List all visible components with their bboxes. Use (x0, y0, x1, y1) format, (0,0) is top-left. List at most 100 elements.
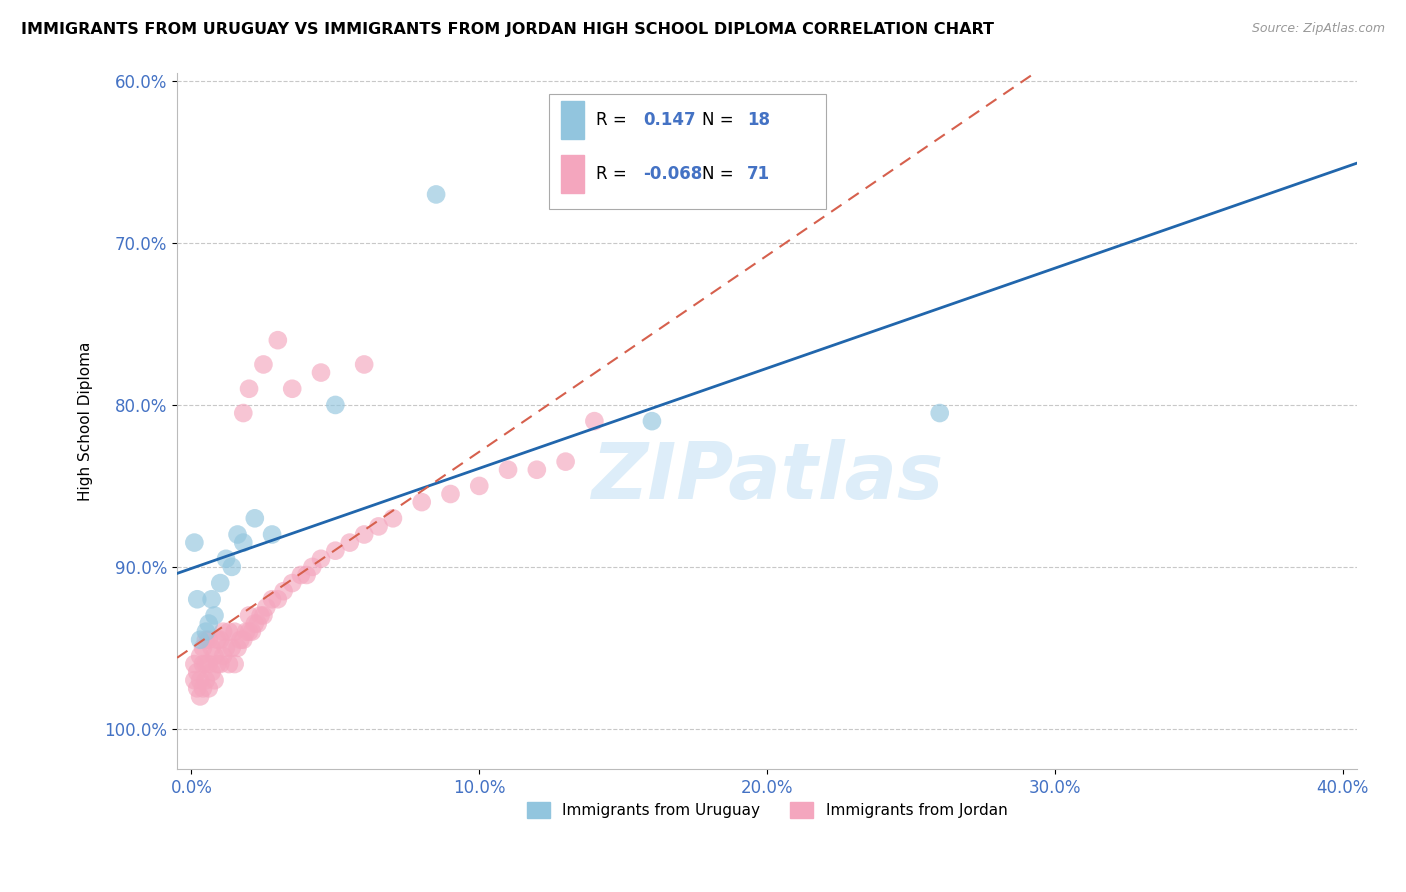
Point (183, 535, 205, 549)
Point (641, 414, 664, 428)
Text: ZIPatlas: ZIPatlas (591, 439, 943, 515)
Text: 71: 71 (747, 165, 770, 183)
Point (191, 657, 214, 671)
Point (281, 382, 304, 396)
Point (425, 187, 447, 202)
Point (226, 527, 249, 541)
Text: 0.147: 0.147 (643, 112, 696, 129)
Point (201, 640, 224, 655)
Bar (561, 101, 583, 139)
Point (204, 648, 226, 663)
Point (243, 511, 266, 525)
Text: 18: 18 (747, 112, 770, 129)
Point (301, 560, 323, 574)
Text: R =: R = (596, 165, 631, 183)
Point (207, 657, 229, 671)
Point (209, 632, 232, 647)
Point (325, 398, 347, 412)
FancyBboxPatch shape (548, 94, 827, 209)
Point (204, 608, 226, 623)
Y-axis label: High School Diploma: High School Diploma (79, 342, 93, 500)
Point (281, 576, 304, 591)
Point (204, 673, 226, 688)
Point (295, 568, 318, 582)
Point (243, 616, 266, 631)
Point (218, 657, 240, 671)
Point (186, 665, 208, 680)
Point (583, 414, 606, 428)
Point (235, 624, 257, 639)
Point (224, 657, 246, 671)
Point (238, 608, 260, 623)
Point (188, 690, 211, 704)
Point (212, 648, 235, 663)
Point (240, 624, 263, 639)
Point (339, 535, 361, 549)
Point (554, 455, 576, 469)
Point (238, 382, 260, 396)
Point (197, 681, 219, 696)
Point (221, 640, 243, 655)
Point (209, 657, 232, 671)
Point (252, 608, 274, 623)
Point (232, 535, 254, 549)
Point (496, 463, 519, 477)
Point (209, 576, 232, 591)
Point (183, 657, 205, 671)
Point (353, 527, 375, 541)
Text: N =: N = (702, 165, 740, 183)
Point (186, 592, 208, 607)
Point (226, 640, 249, 655)
Point (246, 616, 269, 631)
Point (238, 624, 260, 639)
Point (224, 624, 246, 639)
Point (212, 624, 235, 639)
Text: R =: R = (596, 112, 631, 129)
Point (197, 616, 219, 631)
Point (439, 487, 461, 501)
Point (218, 624, 240, 639)
Point (197, 632, 219, 647)
Point (201, 665, 224, 680)
Point (194, 624, 217, 639)
Text: N =: N = (702, 112, 740, 129)
Point (215, 551, 238, 566)
Point (262, 592, 284, 607)
Point (194, 632, 217, 647)
Point (262, 527, 284, 541)
Point (232, 632, 254, 647)
Point (325, 543, 347, 558)
Point (367, 519, 389, 533)
Point (249, 608, 271, 623)
Legend: Immigrants from Uruguay, Immigrants from Jordan: Immigrants from Uruguay, Immigrants from… (520, 797, 1014, 824)
Point (309, 551, 332, 566)
Point (267, 592, 290, 607)
Bar (561, 155, 583, 193)
Point (290, 568, 312, 582)
Point (186, 681, 208, 696)
Point (201, 592, 224, 607)
Point (526, 463, 548, 477)
Point (254, 600, 277, 615)
Point (267, 333, 290, 347)
Point (188, 673, 211, 688)
Point (188, 648, 211, 663)
Point (194, 673, 217, 688)
Point (191, 640, 214, 655)
Point (353, 358, 375, 372)
Point (194, 657, 217, 671)
Point (252, 358, 274, 372)
Point (273, 584, 295, 599)
Point (309, 366, 332, 380)
Point (197, 657, 219, 671)
Point (215, 640, 238, 655)
Text: Source: ZipAtlas.com: Source: ZipAtlas.com (1251, 22, 1385, 36)
Point (191, 681, 214, 696)
Point (411, 495, 433, 509)
Point (188, 632, 211, 647)
Text: IMMIGRANTS FROM URUGUAY VS IMMIGRANTS FROM JORDAN HIGH SCHOOL DIPLOMA CORRELATIO: IMMIGRANTS FROM URUGUAY VS IMMIGRANTS FR… (21, 22, 994, 37)
Point (221, 560, 243, 574)
Point (229, 632, 252, 647)
Point (232, 406, 254, 420)
Point (468, 479, 491, 493)
